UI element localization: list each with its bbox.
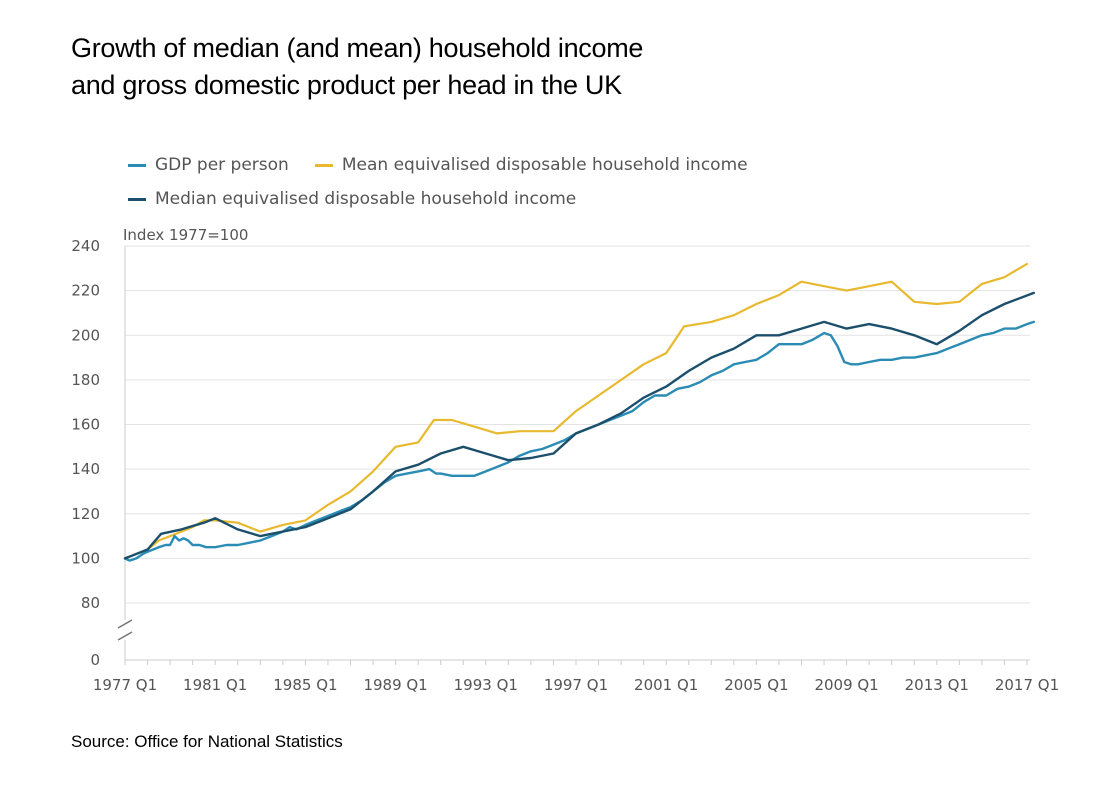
- x-tick-label-2013: 2013 Q1: [905, 676, 969, 694]
- source-note: Source: Office for National Statistics: [71, 732, 343, 751]
- line-median-income: [123, 291, 1035, 560]
- line-gdp-per-person: [123, 320, 1035, 562]
- y-tick-label-220: 220: [71, 282, 100, 300]
- chart-legend: GDP per person Mean equivalised disposab…: [128, 148, 774, 216]
- chart-title-line-2: and gross domestic product per head in t…: [71, 70, 622, 100]
- x-tick-label-1993: 1993 Q1: [454, 676, 518, 694]
- axis-break-mark-lower: [117, 631, 133, 641]
- y-tick-label-180: 180: [71, 371, 100, 389]
- y-tick-label-140: 140: [71, 460, 100, 478]
- y-tick-label-0: 0: [90, 651, 100, 669]
- legend-label-median-income: Median equivalised disposable household …: [155, 189, 577, 209]
- y-tick-label-200: 200: [71, 326, 100, 344]
- y-axis-ticks: 0 80 100 120 140 160 180 200 220 240: [71, 237, 100, 669]
- legend-row-1: GDP per person Mean equivalised disposab…: [128, 148, 774, 182]
- y-tick-label-120: 120: [71, 505, 100, 523]
- y-tick-label-100: 100: [71, 549, 100, 567]
- legend-swatch-median-income: [128, 197, 146, 201]
- chart-title: Growth of median (and mean) household in…: [71, 30, 791, 104]
- line-mean-income: [123, 262, 1029, 560]
- y-axis-label: Index 1977=100: [123, 226, 248, 244]
- legend-label-gdp: GDP per person: [155, 155, 289, 175]
- x-tick-label-2005: 2005 Q1: [724, 676, 788, 694]
- x-tick-label-1989: 1989 Q1: [363, 676, 427, 694]
- x-tick-label-1985: 1985 Q1: [273, 676, 337, 694]
- axis-break-mark-upper: [117, 619, 133, 629]
- x-axis: 1977 Q1 1981 Q1 1985 Q1 1989 Q1 1993 Q1 1997 …: [93, 246, 1059, 694]
- legend-swatch-gdp: [128, 163, 146, 167]
- x-tick-label-1997: 1997 Q1: [544, 676, 608, 694]
- y-tick-label-80: 80: [81, 594, 100, 612]
- gridlines: [125, 245, 1030, 604]
- x-tick-label-1981: 1981 Q1: [183, 676, 247, 694]
- legend-swatch-mean-income: [314, 163, 333, 167]
- y-tick-label-160: 160: [71, 416, 100, 434]
- chart-title-line-1: Growth of median (and mean) household in…: [71, 33, 644, 63]
- series-lines: [123, 262, 1035, 562]
- legend-item-median-income: Median equivalised disposable household …: [128, 189, 576, 209]
- legend-item-gdp: GDP per person: [128, 155, 289, 175]
- x-tick-label-2017: 2017 Q1: [995, 676, 1059, 694]
- legend-row-2: Median equivalised disposable household …: [128, 182, 774, 216]
- x-tick-label-2001: 2001 Q1: [634, 676, 698, 694]
- x-tick-label-2009: 2009 Q1: [814, 676, 878, 694]
- legend-item-mean-income: Mean equivalised disposable household in…: [314, 155, 748, 175]
- y-tick-label-240: 240: [71, 237, 100, 255]
- legend-label-mean-income: Mean equivalised disposable household in…: [341, 155, 748, 175]
- x-tick-label-1977: 1977 Q1: [93, 676, 157, 694]
